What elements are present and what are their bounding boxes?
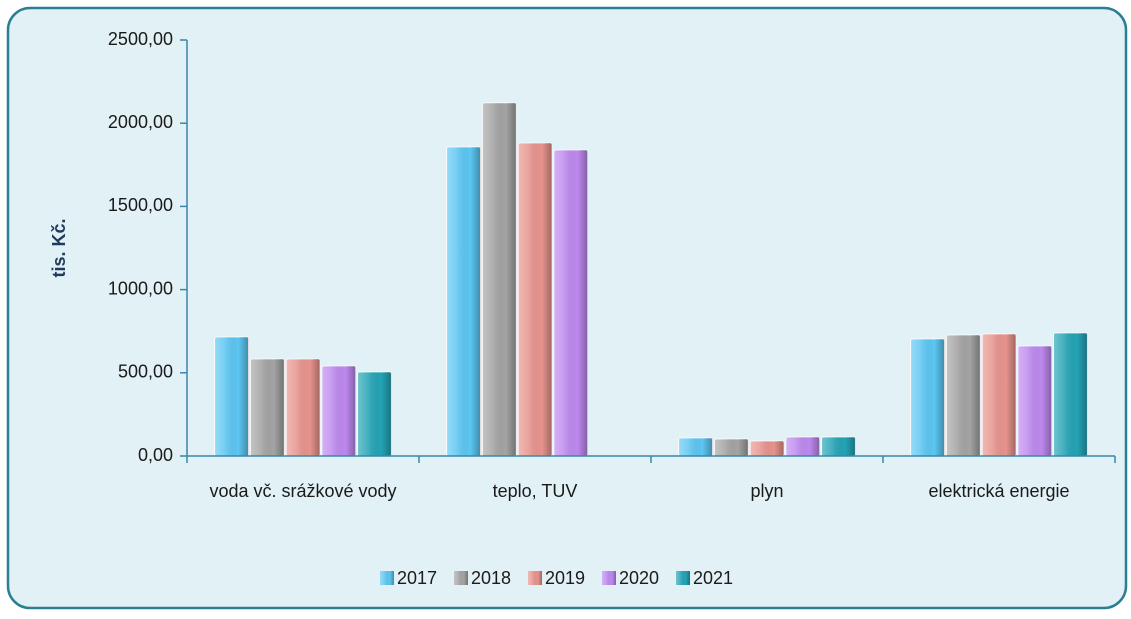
legend-label: 2019 <box>545 568 585 588</box>
bar-shade <box>785 437 820 456</box>
x-tick-label-box: plyn <box>750 481 784 501</box>
bar-shade <box>321 365 356 456</box>
y-tick-label: 1500,00 <box>108 195 173 215</box>
bar-shade <box>678 438 713 456</box>
bar-shade <box>1017 346 1052 456</box>
x-tick-label: voda vč. srážkové vody <box>209 481 397 501</box>
bar-shade <box>982 334 1016 456</box>
bar-group <box>749 440 785 457</box>
bar-group <box>1017 345 1052 457</box>
bar-group <box>821 436 856 457</box>
legend-swatch-shade <box>528 571 542 585</box>
y-tick-label: 500,00 <box>118 362 173 382</box>
bar-group <box>357 371 392 457</box>
legend-label: 2017 <box>397 568 437 588</box>
bar-shade <box>482 102 517 456</box>
y-tick-label: 2000,00 <box>108 112 173 132</box>
bar-shade <box>446 146 481 457</box>
bar-group <box>981 333 1017 457</box>
y-tick-label: 2500,00 <box>108 29 173 49</box>
x-tick-label-box: voda vč. srážkové vody <box>209 481 397 501</box>
bar-shade <box>553 149 588 456</box>
legend-swatch-shade <box>380 571 394 585</box>
bar-group <box>714 438 749 457</box>
bar-shade <box>214 337 249 456</box>
bar-shade <box>250 358 285 456</box>
bar-group <box>1053 332 1088 457</box>
y-tick-label: 0,00 <box>138 445 173 465</box>
bar-shade <box>910 339 945 456</box>
bar-group <box>553 149 588 457</box>
bar-shade <box>357 371 392 456</box>
bar-shade <box>518 143 552 457</box>
x-tick-label-box: teplo, TUV <box>492 481 578 501</box>
x-tick-label-box: elektrická energie <box>928 481 1070 501</box>
legend-label: 2020 <box>619 568 659 588</box>
bar-shade <box>714 439 749 456</box>
y-tick-label: 1000,00 <box>108 278 173 298</box>
bar-group <box>946 334 981 457</box>
bar-group <box>482 102 517 457</box>
legend-label: 2021 <box>693 568 733 588</box>
bar-shade <box>1053 333 1088 456</box>
bar-group <box>517 142 553 457</box>
legend-swatch-shade <box>676 571 690 585</box>
bar-group <box>321 365 356 457</box>
bar-group <box>250 358 285 457</box>
x-tick-label: elektrická energie <box>928 481 1070 501</box>
bar-shade <box>821 437 856 456</box>
bar-group <box>910 338 945 457</box>
bar-group <box>678 437 713 457</box>
bar-group <box>214 336 249 457</box>
legend-swatch-shade <box>602 571 616 585</box>
x-tick-label: plyn <box>750 481 784 501</box>
bar-shade <box>750 441 784 456</box>
y-axis-title: tis. Kč. <box>49 218 69 277</box>
bar-shade <box>946 335 981 456</box>
legend-label: 2018 <box>471 568 511 588</box>
bar-shade <box>286 358 320 456</box>
legend-swatch-shade <box>454 571 468 585</box>
bar-group <box>285 358 321 457</box>
x-tick-label: teplo, TUV <box>492 481 578 501</box>
bar-group <box>785 436 820 457</box>
bar-group <box>446 146 481 457</box>
